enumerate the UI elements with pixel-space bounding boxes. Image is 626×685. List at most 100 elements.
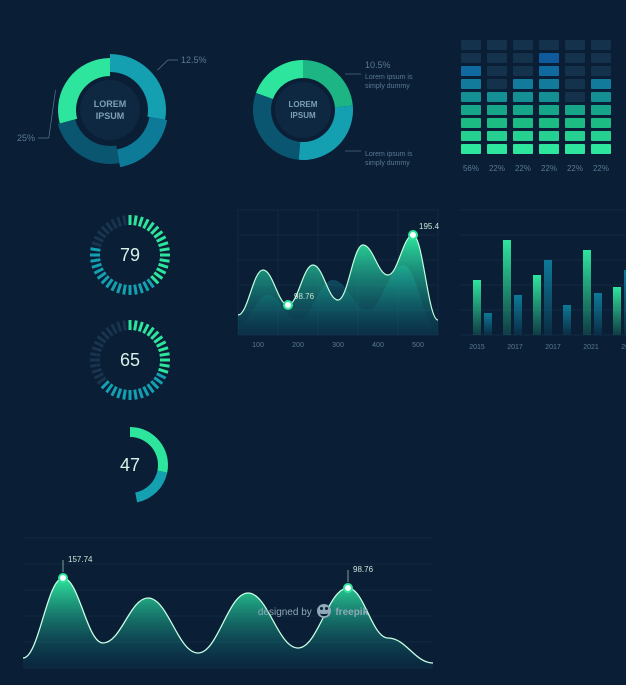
gauge-tick [94, 269, 103, 274]
bar [484, 313, 492, 335]
gauge-tick [151, 227, 158, 234]
gauge-tick [135, 215, 137, 225]
eq-cell [487, 66, 507, 76]
eq-cell [591, 40, 611, 50]
callout-desc: simply dummy [365, 160, 410, 167]
eq-cell [461, 79, 481, 89]
eq-cell [539, 66, 559, 76]
gauge-tick [102, 332, 109, 339]
gauge-tick [157, 374, 166, 379]
gauge-tick [106, 384, 112, 392]
marker-label: 195.4 [419, 222, 440, 231]
x-tick: 2017 [545, 344, 561, 351]
eq-cell [487, 92, 507, 102]
gauge-tick [154, 378, 162, 384]
eq-label: 22% [515, 164, 531, 173]
gauge-tick [98, 231, 106, 237]
gauge-tick [92, 264, 102, 267]
gauges-column: 796547 [15, 205, 225, 520]
eq-cell [591, 66, 611, 76]
gauge-tick [159, 348, 169, 351]
bar [594, 293, 602, 335]
bar [503, 240, 511, 335]
eq-cell [539, 105, 559, 115]
eq-cell [461, 118, 481, 128]
gauge-tick [112, 324, 117, 333]
gauge-tick [92, 243, 102, 246]
eq-cell [513, 66, 533, 76]
gauge-tick [159, 243, 169, 246]
gauge-tick [157, 342, 166, 347]
gauge-tick [102, 276, 109, 283]
eq-cell [461, 105, 481, 115]
gauge-tick [94, 374, 103, 379]
gauge-tick [94, 237, 103, 242]
eq-cell [513, 144, 533, 154]
footer-credit: designed by freepik [0, 604, 626, 618]
eq-cell [513, 92, 533, 102]
gauge-tick [118, 284, 121, 294]
eq-cell [591, 131, 611, 141]
gauge-tick [157, 269, 166, 274]
gauge-tick [154, 273, 162, 279]
equalizer-chart: 56%22%22%22%22%22% [451, 30, 626, 195]
eq-cell [487, 144, 507, 154]
gauge-tick [160, 260, 170, 262]
gauge-tick [92, 348, 102, 351]
marker-label: 98.76 [294, 292, 315, 301]
gauge-tick [90, 354, 100, 356]
bar [473, 280, 481, 335]
eq-cell [461, 53, 481, 63]
eq-cell [487, 40, 507, 50]
eq-label: 56% [463, 164, 479, 173]
x-tick: 500 [412, 342, 424, 349]
gauge-tick [90, 260, 100, 262]
eq-cell [591, 53, 611, 63]
gauge-tick [102, 381, 109, 388]
eq-cell [565, 118, 585, 128]
eq-cell [487, 118, 507, 128]
area-series [23, 578, 433, 668]
gauge-tick [148, 279, 154, 287]
gauge-tick [135, 390, 137, 400]
bar [533, 275, 541, 335]
x-tick: 300 [332, 342, 344, 349]
donut-center-label: LOREM [289, 100, 318, 109]
gauge-tick [139, 389, 142, 399]
eq-cell [591, 79, 611, 89]
chart-marker [284, 301, 292, 309]
eq-cell [539, 40, 559, 50]
gauge-tick [144, 219, 149, 228]
gauge-tick [160, 365, 170, 367]
eq-cell [539, 53, 559, 63]
x-tick: 400 [372, 342, 384, 349]
eq-label: 22% [541, 164, 557, 173]
gauge-tick [139, 322, 142, 332]
gauge-tick [118, 217, 121, 227]
gauge-tick [157, 237, 166, 242]
eq-cell [591, 118, 611, 128]
gauge-tick [98, 378, 106, 384]
chart-marker [59, 574, 67, 582]
eq-cell [513, 79, 533, 89]
gauge-tick [106, 328, 112, 336]
gauge-tick [106, 279, 112, 287]
gauge-tick [151, 276, 158, 283]
x-tick: 2017 [507, 344, 523, 351]
gauge-tick [124, 320, 126, 330]
gauge-tick [118, 389, 121, 399]
gauge-tick [90, 249, 100, 251]
gauge-tick [154, 231, 162, 237]
donut-chart-2: LOREMIPSUM10.5%Lorem ipsum issimply dumm… [233, 30, 443, 195]
bar [544, 260, 552, 335]
gauge-tick [112, 387, 117, 396]
eq-cell [565, 131, 585, 141]
eq-cell [513, 131, 533, 141]
gauge-tick [124, 285, 126, 295]
eq-cell [539, 92, 559, 102]
eq-cell [539, 118, 559, 128]
eq-label: 22% [489, 164, 505, 173]
gauge-value: 65 [120, 350, 140, 370]
gauge-tick [124, 390, 126, 400]
gauge-tick [148, 384, 154, 392]
